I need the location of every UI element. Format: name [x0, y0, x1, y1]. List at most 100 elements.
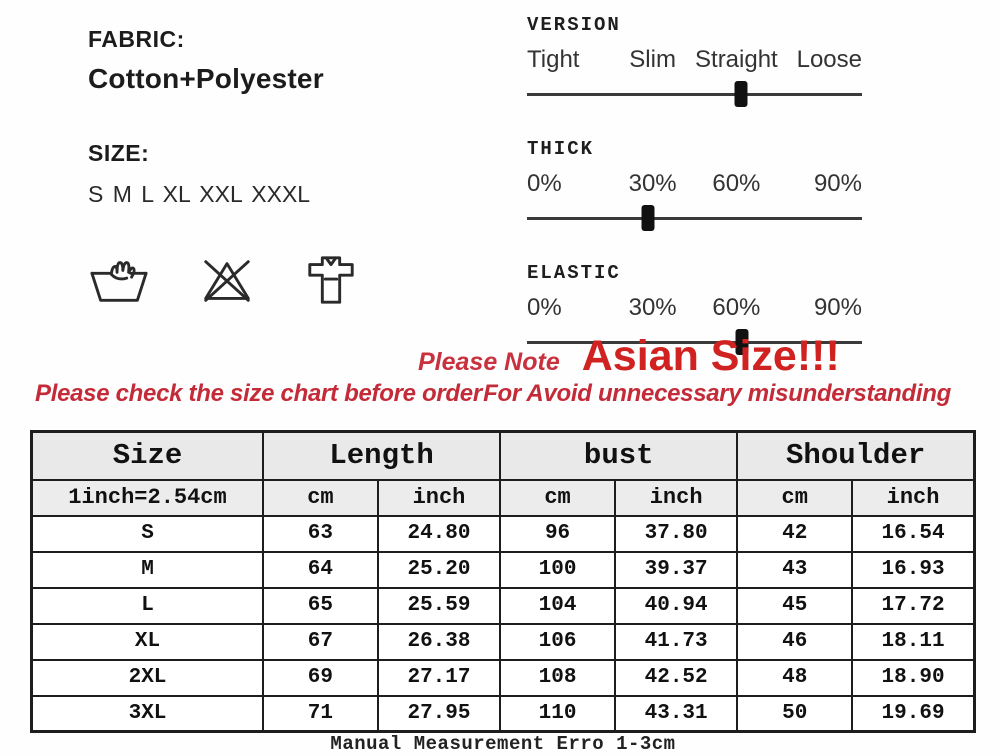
slider-option: 0% [527, 294, 562, 321]
slider-marker [734, 81, 748, 107]
value-cell: 110 [499, 694, 616, 733]
value-cell: 104 [499, 586, 616, 625]
value-cell: 50 [736, 694, 854, 733]
table-row-3xl: 3XL 71 27.95 110 43.31 50 19.69 [30, 694, 976, 733]
slider-option: 60% [712, 294, 761, 321]
care-icons-row [88, 252, 358, 310]
table-group-header-row: Size Length bust Shoulder [30, 430, 976, 481]
size-cell: M [30, 550, 264, 589]
attribute-sliders: VERSION Tight Slim Straight Loose THICK … [527, 14, 862, 386]
col-header-shoulder: Shoulder [736, 430, 976, 481]
value-cell: 96 [499, 514, 616, 553]
slider-line [527, 341, 862, 344]
slider-option: Tight [527, 46, 580, 73]
hand-wash-icon [88, 252, 150, 310]
slider-option: 60% [712, 170, 761, 197]
value-cell: 45 [736, 586, 854, 625]
col-header-size: Size [30, 430, 264, 481]
slider-option: 90% [813, 294, 862, 321]
table-row-xl: XL 67 26.38 106 41.73 46 18.11 [30, 622, 976, 661]
note-row: Please Note Asian Size!!! [418, 332, 840, 381]
unit-cm: cm [262, 478, 379, 517]
value-cell: 27.17 [376, 658, 502, 697]
size-cell: 3XL [30, 694, 264, 733]
value-cell: 39.37 [613, 550, 739, 589]
unit-inch: inch [851, 478, 976, 517]
slider-marker [641, 205, 655, 231]
value-cell: 26.38 [376, 622, 502, 661]
col-header-bust: bust [499, 430, 739, 481]
table-row-s: S 63 24.80 96 37.80 42 16.54 [30, 514, 976, 553]
value-cell: 63 [262, 514, 379, 553]
table-row-l: L 65 25.59 104 40.94 45 17.72 [30, 586, 976, 625]
slider-line [527, 217, 862, 220]
fabric-label: FABRIC: [88, 26, 185, 52]
value-cell: 25.59 [376, 586, 502, 625]
value-cell: 18.11 [851, 622, 976, 661]
slider-thick: THICK 0% 30% 60% 90% [527, 138, 862, 232]
slider-option: 0% [527, 170, 562, 197]
value-cell: 46 [736, 622, 854, 661]
slider-option: Straight [695, 46, 778, 73]
value-cell: 16.93 [851, 550, 976, 589]
value-cell: 65 [262, 586, 379, 625]
slider-option: Loose [796, 46, 862, 73]
value-cell: 108 [499, 658, 616, 697]
asian-size-text: Asian Size!!! [581, 332, 840, 380]
unit-cm: cm [736, 478, 854, 517]
value-cell: 18.90 [851, 658, 976, 697]
slider-track [527, 204, 862, 232]
fabric-value: Cotton+Polyester [88, 63, 324, 94]
table-row-2xl: 2XL 69 27.17 108 42.52 48 18.90 [30, 658, 976, 697]
slider-version: VERSION Tight Slim Straight Loose [527, 14, 862, 108]
size-cell: L [30, 586, 264, 625]
slider-option: Slim [629, 46, 676, 73]
value-cell: 43.31 [613, 694, 739, 733]
please-note-text: Please Note [418, 348, 560, 376]
value-cell: 40.94 [613, 586, 739, 625]
value-cell: 42.52 [613, 658, 739, 697]
value-cell: 27.95 [376, 694, 502, 733]
unit-note: 1inch=2.54cm [30, 478, 264, 517]
size-label: SIZE: [88, 140, 150, 166]
warning-left: Please check the size chart before order [35, 380, 482, 407]
value-cell: 106 [499, 622, 616, 661]
value-cell: 24.80 [376, 514, 502, 553]
value-cell: 69 [262, 658, 379, 697]
size-cell: XL [30, 622, 264, 661]
slider-line [527, 93, 862, 96]
value-cell: 41.73 [613, 622, 739, 661]
measurement-error-note: Manual Measurement Erro 1-3cm [330, 733, 676, 755]
value-cell: 42 [736, 514, 854, 553]
unit-inch: inch [613, 478, 739, 517]
value-cell: 48 [736, 658, 854, 697]
value-cell: 67 [262, 622, 379, 661]
value-cell: 37.80 [613, 514, 739, 553]
size-cell: 2XL [30, 658, 264, 697]
unit-cm: cm [499, 478, 616, 517]
slider-track [527, 328, 862, 356]
slider-version-label: VERSION [527, 14, 621, 36]
col-header-length: Length [261, 430, 502, 481]
shirt-icon [304, 252, 358, 310]
slider-thick-label: THICK [527, 138, 595, 160]
value-cell: 43 [736, 550, 854, 589]
size-measurement-table: Size Length bust Shoulder 1inch=2.54cm c… [30, 430, 976, 733]
slider-elastic-options: 0% 30% 60% 90% [527, 294, 862, 322]
warning-right: For Avoid unnecessary misunderstanding [483, 380, 951, 407]
slider-track [527, 80, 862, 108]
slider-option: 30% [628, 294, 677, 321]
value-cell: 17.72 [851, 586, 976, 625]
size-cell: S [30, 514, 264, 553]
fabric-section: FABRIC: Cotton+Polyester [88, 26, 324, 95]
slider-elastic: ELASTIC 0% 30% 60% 90% [527, 262, 862, 356]
table-row-m: M 64 25.20 100 39.37 43 16.93 [30, 550, 976, 589]
slider-marker [735, 329, 749, 355]
slider-option: 90% [813, 170, 862, 197]
value-cell: 19.69 [851, 694, 976, 733]
slider-option: 30% [628, 170, 677, 197]
slider-elastic-label: ELASTIC [527, 262, 621, 284]
value-cell: 25.20 [376, 550, 502, 589]
unit-inch: inch [376, 478, 502, 517]
